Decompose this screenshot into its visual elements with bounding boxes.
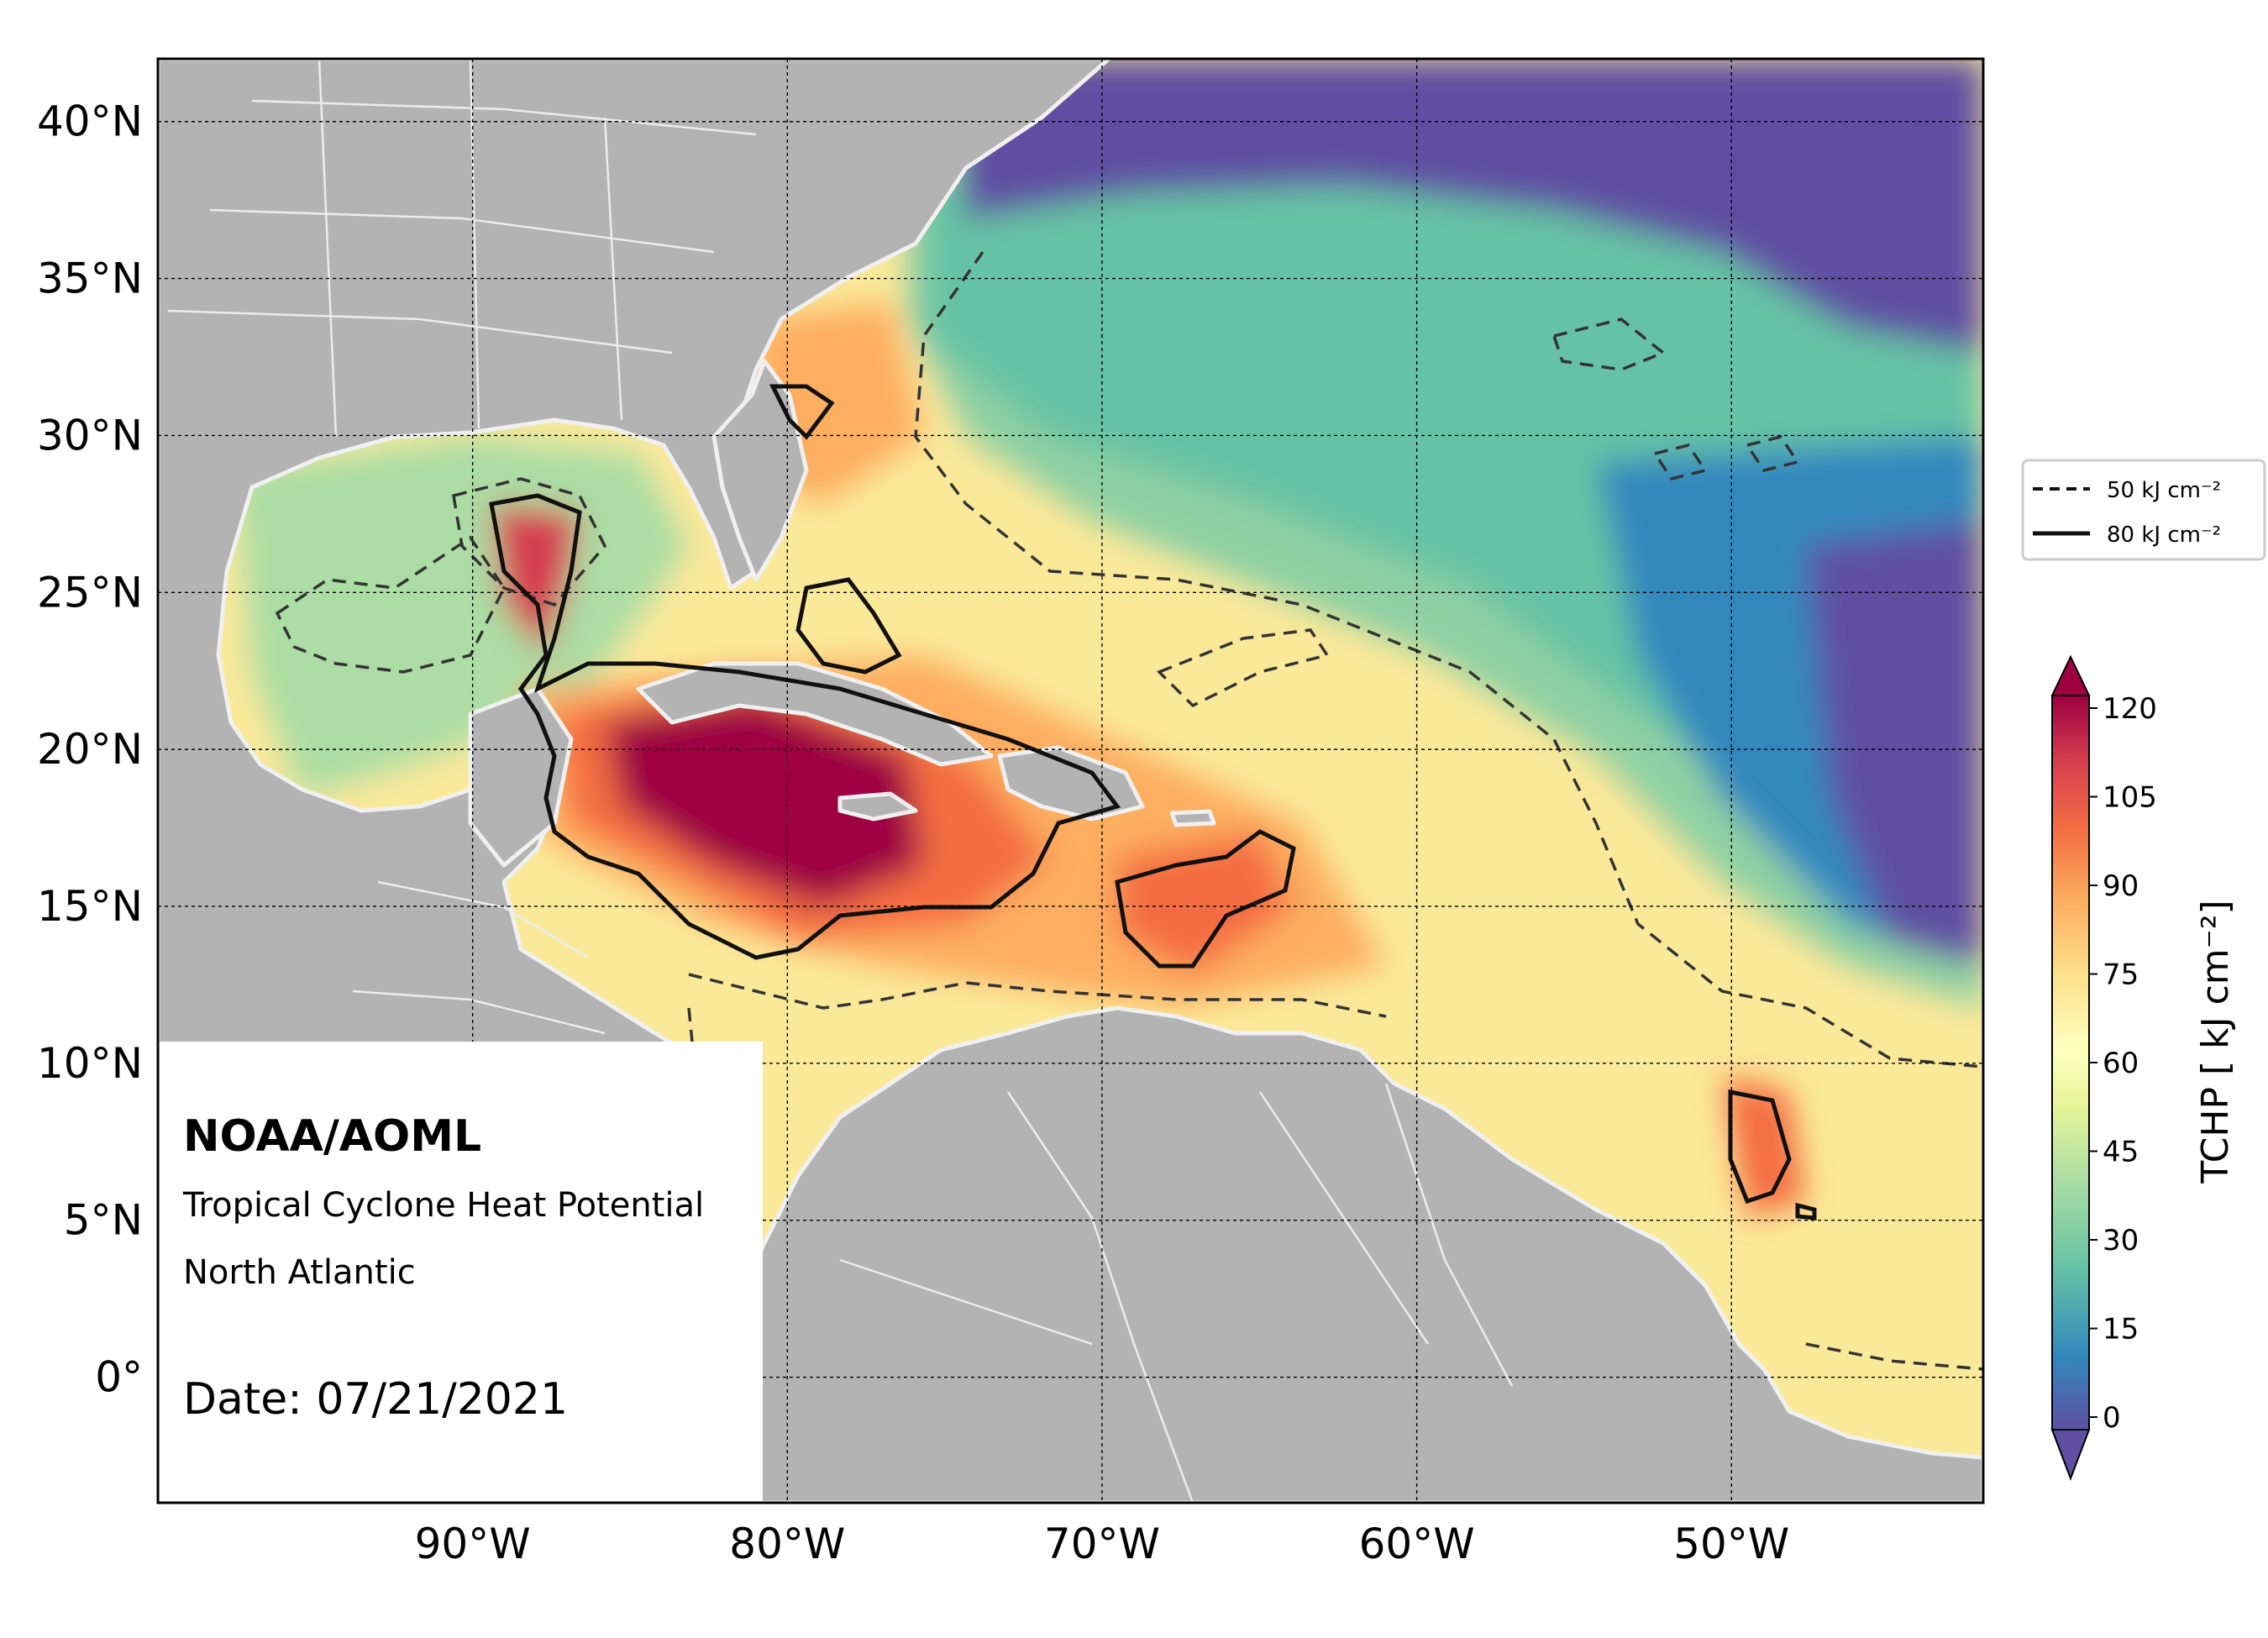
colorbar-tick-label: 120 [2103,692,2157,726]
colorbar-tick-label: 105 [2103,781,2157,815]
colorbar: 120 105 90 75 60 45 30 15 0 TCHP [ kJ cm⁻²] [2050,654,2237,1481]
lon-label: 60°W [1359,1520,1475,1568]
purple-north [949,59,1983,353]
colorbar-tick-label: 0 [2103,1401,2121,1435]
jamaica-land [837,791,918,822]
lat-label: 0° [95,1353,143,1402]
map-frame [156,57,1985,1504]
lat-label: 40°N [37,97,143,146]
longitude-labels: 90°W 80°W 70°W 60°W 50°W [415,1520,1790,1568]
lon-label: 80°W [729,1520,845,1568]
colorbar-bottom-arrow [2050,1429,2091,1481]
lat-label: 15°N [37,882,143,931]
lon-label: 50°W [1673,1520,1789,1568]
contour-legend: 50 kJ cm⁻² 80 kJ cm⁻² [2021,459,2266,561]
legend-label-80: 80 kJ cm⁻² [2107,522,2221,548]
annotation-box [158,1042,763,1503]
lat-label: 35°N [37,255,143,303]
borders [167,59,1514,1503]
map-plot-area [158,59,1983,1503]
colorbar-top-arrow [2050,654,2091,696]
cuba-land [636,661,994,767]
colorbar-tick-label: 15 [2103,1313,2139,1347]
loop-current-hot [491,504,580,655]
florida-land [711,359,809,582]
subtitle-line-2: North Atlantic [183,1253,416,1292]
guiana-warm [1722,1075,1806,1218]
org-label: NOAA/AOML [183,1111,481,1162]
colorbar-ticks: 120 105 90 75 60 45 30 15 0 [2089,692,2157,1435]
colorbar-tick-label: 75 [2103,958,2139,992]
colorbar-tick-label: 60 [2103,1047,2139,1080]
puerto-rico-land [1169,809,1216,827]
lon-label: 70°W [1044,1520,1160,1568]
hispaniola-land [997,745,1145,822]
lat-label: 10°N [37,1039,143,1088]
purple-east [1806,521,1983,966]
contours-80 [489,384,1817,1221]
lat-label: 25°N [37,568,143,617]
latitude-labels: 40°N 35°N 30°N 25°N 20°N 15°N 10°N 5°N 0° [37,97,143,1402]
colorbar-bar [2051,695,2090,1431]
legend-label-50: 50 kJ cm⁻² [2107,478,2221,503]
lon-label: 90°W [415,1520,531,1568]
colorbar-tick-label: 45 [2103,1136,2139,1169]
date-label: Date: 07/21/2021 [183,1374,568,1425]
subtitle-line-1: Tropical Cyclone Heat Potential [182,1186,704,1225]
lat-label: 20°N [37,725,143,774]
colorbar-tick-label: 30 [2103,1224,2139,1257]
lat-label: 30°N [37,411,143,459]
lat-label: 5°N [64,1196,143,1245]
colorbar-tick-label: 90 [2103,869,2139,903]
colorbar-title: TCHP [ kJ cm⁻²] [2194,900,2237,1184]
